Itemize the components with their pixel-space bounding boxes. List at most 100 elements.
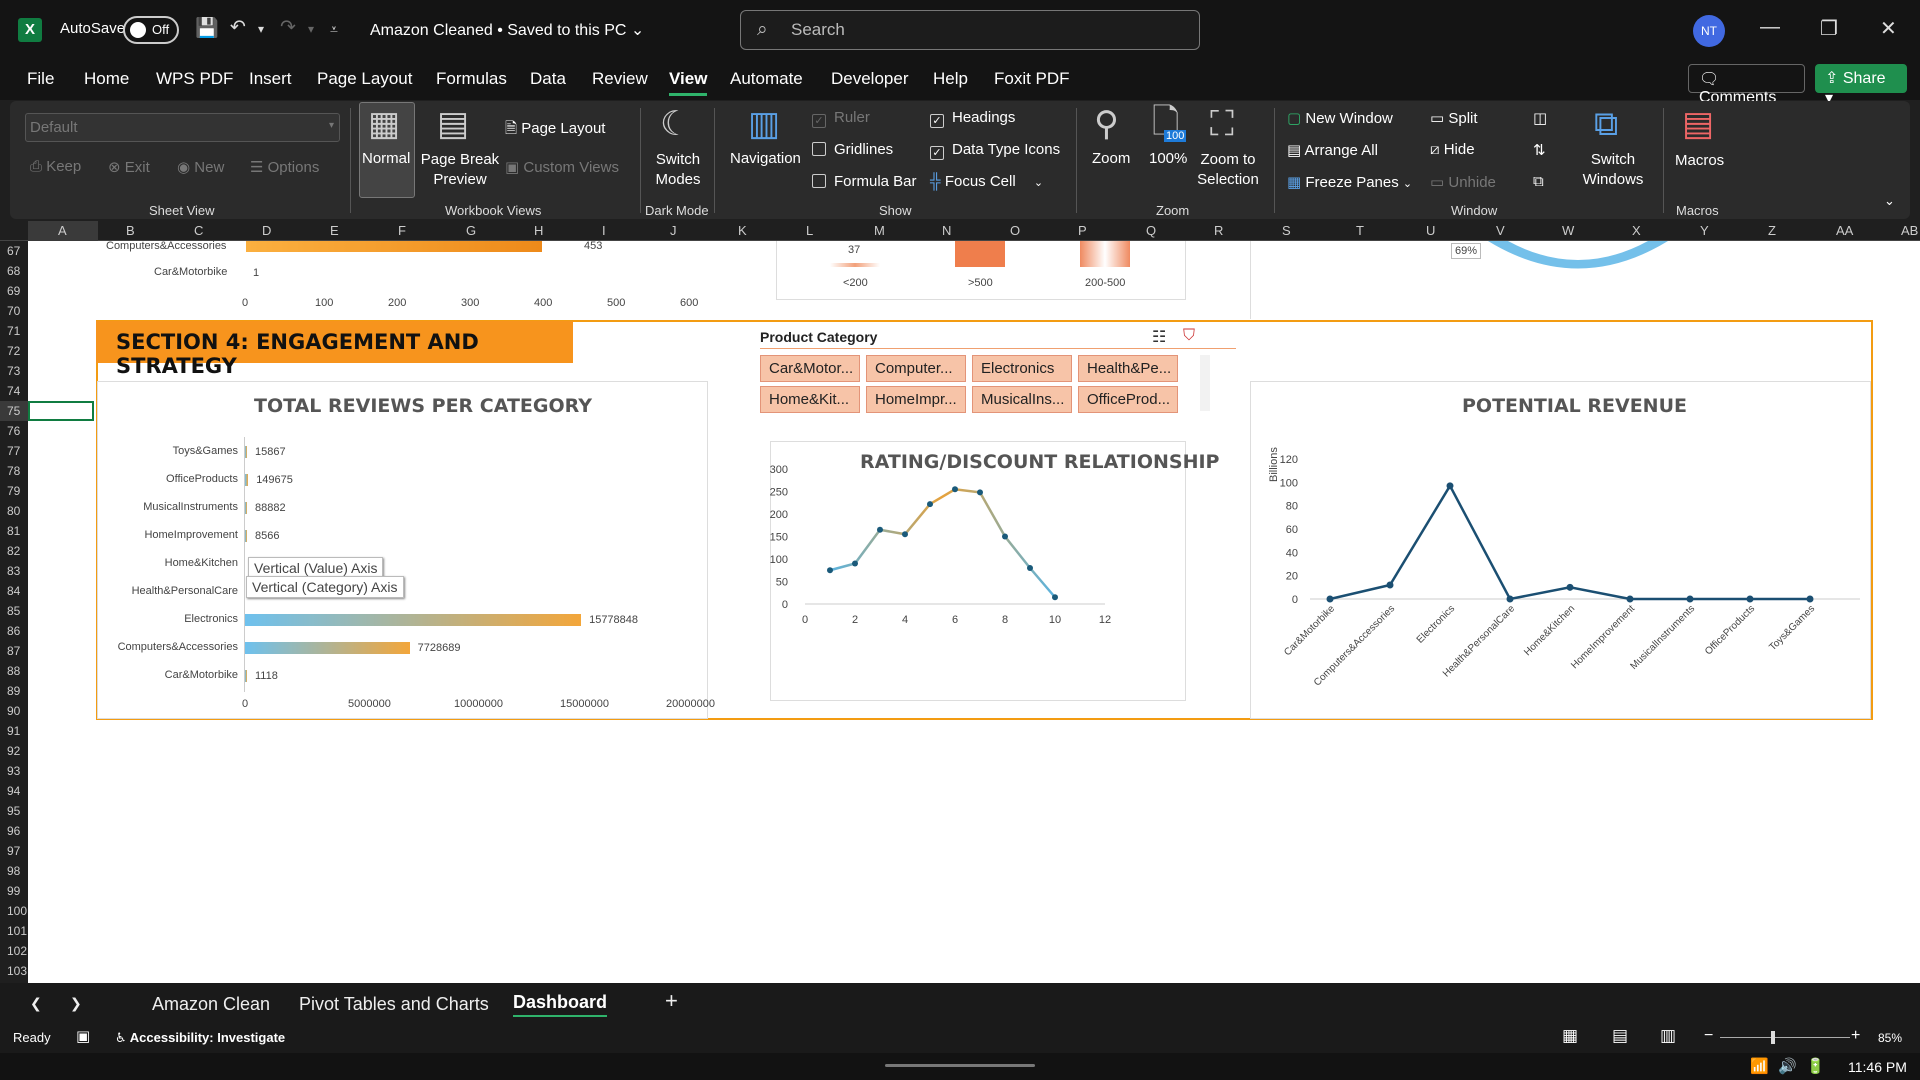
menu-formulas[interactable]: Formulas [436, 69, 507, 88]
add-sheet-icon[interactable]: + [665, 988, 678, 1013]
unhide-button[interactable]: ▭ Unhide [1430, 174, 1496, 191]
zoom-level[interactable]: 85% [1878, 1031, 1903, 1045]
data-type-icons-checkbox[interactable]: ✓ Data Type Icons [930, 141, 1060, 160]
revenue-point[interactable] [1566, 583, 1574, 591]
column-header[interactable]: X [1632, 223, 1641, 238]
accessibility-status[interactable]: ♿ Accessibility: Investigate [115, 1030, 286, 1045]
slicer-item[interactable]: Computer... [866, 355, 966, 382]
revenue-point[interactable] [1806, 595, 1814, 603]
rating-point[interactable] [902, 531, 908, 538]
hide-button[interactable]: ⧄ Hide [1430, 141, 1475, 158]
collapse-ribbon-icon[interactable]: ⌄ [1884, 193, 1895, 208]
exit-button[interactable]: ⊗ Exit [108, 159, 150, 176]
row-header[interactable]: 77 [7, 444, 21, 458]
navigation-button[interactable]: Navigation [730, 150, 801, 167]
row-header[interactable]: 72 [7, 344, 21, 358]
column-header[interactable]: I [602, 223, 606, 238]
column-header[interactable]: T [1356, 223, 1364, 238]
row-header[interactable]: 80 [7, 504, 21, 518]
search-box[interactable]: ⌕ Search [740, 10, 1200, 50]
macros-button[interactable]: Macros [1675, 152, 1725, 169]
column-header[interactable]: L [806, 223, 814, 238]
row-header[interactable]: 85 [7, 604, 21, 618]
hist-bar[interactable] [955, 241, 1005, 267]
macro-record-icon[interactable]: ▣ [76, 1028, 91, 1045]
sheet-view-dropdown[interactable]: Default ▾ [25, 113, 340, 142]
row-header[interactable]: 82 [7, 544, 21, 558]
rating-point[interactable] [977, 489, 983, 496]
page-layout-button[interactable]: 🗎 Page Layout [505, 120, 606, 137]
row-header[interactable]: 98 [7, 864, 21, 878]
tab-next-icon[interactable]: ❯ [70, 995, 82, 1011]
revenue-point[interactable] [1746, 595, 1754, 603]
row-header[interactable]: 94 [7, 784, 21, 798]
revenue-point[interactable] [1626, 595, 1634, 603]
column-header[interactable]: E [330, 223, 339, 238]
restore-icon[interactable]: ❐ [1820, 18, 1838, 40]
revenue-point[interactable] [1506, 595, 1514, 603]
slicer-item[interactable]: Electronics [972, 355, 1072, 382]
review-bar[interactable] [245, 530, 247, 542]
user-avatar[interactable]: NT [1693, 15, 1725, 47]
column-header[interactable]: Z [1768, 223, 1776, 238]
new-window-button[interactable]: ▢ New Window [1287, 110, 1393, 127]
row-header[interactable]: 78 [7, 464, 21, 478]
row-header[interactable]: 102 [7, 944, 28, 958]
row-header[interactable]: 76 [7, 424, 21, 438]
revenue-plot[interactable]: 020406080100120Car&MotorbikeComputers&Ac… [1250, 381, 1871, 719]
new-button[interactable]: ◉ New [177, 159, 225, 176]
zoom-button[interactable]: Zoom [1092, 150, 1131, 167]
row-header[interactable]: 88 [7, 664, 21, 678]
row-header[interactable]: 67 [7, 244, 21, 258]
column-header[interactable]: G [466, 223, 477, 238]
column-header[interactable]: S [1282, 223, 1291, 238]
row-header[interactable]: 92 [7, 744, 21, 758]
zoom-slider-thumb[interactable] [1771, 1031, 1775, 1044]
menu-insert[interactable]: Insert [249, 69, 292, 88]
slicer-item[interactable]: Car&Motor... [760, 355, 860, 382]
revenue-line[interactable] [1329, 483, 1810, 601]
row-header[interactable]: 69 [7, 284, 21, 298]
row-header[interactable]: 90 [7, 704, 21, 718]
column-header[interactable]: H [534, 223, 544, 238]
column-header[interactable]: AA [1836, 223, 1854, 238]
row-header[interactable]: 83 [7, 564, 21, 578]
menu-foxit-pdf[interactable]: Foxit PDF [994, 69, 1070, 88]
switch-windows-button[interactable]: Switch Windows [1582, 151, 1644, 188]
review-bar[interactable] [245, 670, 247, 682]
column-header[interactable]: Y [1700, 223, 1709, 238]
column-header[interactable]: C [194, 223, 204, 238]
view-side-by-side-icon[interactable]: ◫ [1533, 110, 1548, 127]
column-header[interactable]: B [126, 223, 135, 238]
close-icon[interactable]: ✕ [1880, 18, 1897, 40]
column-header[interactable]: D [262, 223, 272, 238]
arrange-all-button[interactable]: ▤ Arrange All [1287, 142, 1378, 159]
menu-help[interactable]: Help [933, 69, 968, 88]
menu-developer[interactable]: Developer [831, 69, 909, 88]
rating-point[interactable] [927, 501, 933, 508]
customize-toolbar-icon[interactable]: ⩡ [330, 21, 338, 37]
headings-checkbox[interactable]: ✓ Headings [930, 109, 1015, 128]
page-layout-view-icon[interactable]: ▤ [1612, 1026, 1629, 1045]
review-bar[interactable] [245, 614, 582, 626]
focus-cell-button[interactable]: ╬ Focus Cell ⌄ [930, 173, 1044, 190]
redo-dropdown-icon[interactable]: ▾ [308, 22, 315, 36]
autosave-toggle[interactable]: Off [123, 16, 179, 44]
row-header[interactable]: 68 [7, 264, 21, 278]
ruler-checkbox[interactable]: ✓ Ruler [812, 109, 870, 128]
column-header[interactable]: F [398, 223, 406, 238]
histogram-chart[interactable] [776, 241, 1186, 300]
slicer-item[interactable]: Home&Kit... [760, 386, 860, 413]
wifi-icon[interactable]: 📶 [1750, 1058, 1769, 1075]
row-header[interactable]: 73 [7, 364, 21, 378]
slicer-scrollbar[interactable] [1200, 355, 1210, 411]
zoom-100-button[interactable]: 100% [1149, 150, 1188, 167]
row-header[interactable]: 81 [7, 524, 21, 538]
column-header[interactable]: R [1214, 223, 1224, 238]
row-header[interactable]: 71 [7, 324, 21, 338]
undo-dropdown-icon[interactable]: ▾ [258, 22, 265, 36]
row-header[interactable]: 101 [7, 924, 28, 938]
battery-icon[interactable]: 🔋 [1806, 1058, 1825, 1075]
revenue-point[interactable] [1686, 595, 1694, 603]
column-header[interactable]: V [1496, 223, 1505, 238]
